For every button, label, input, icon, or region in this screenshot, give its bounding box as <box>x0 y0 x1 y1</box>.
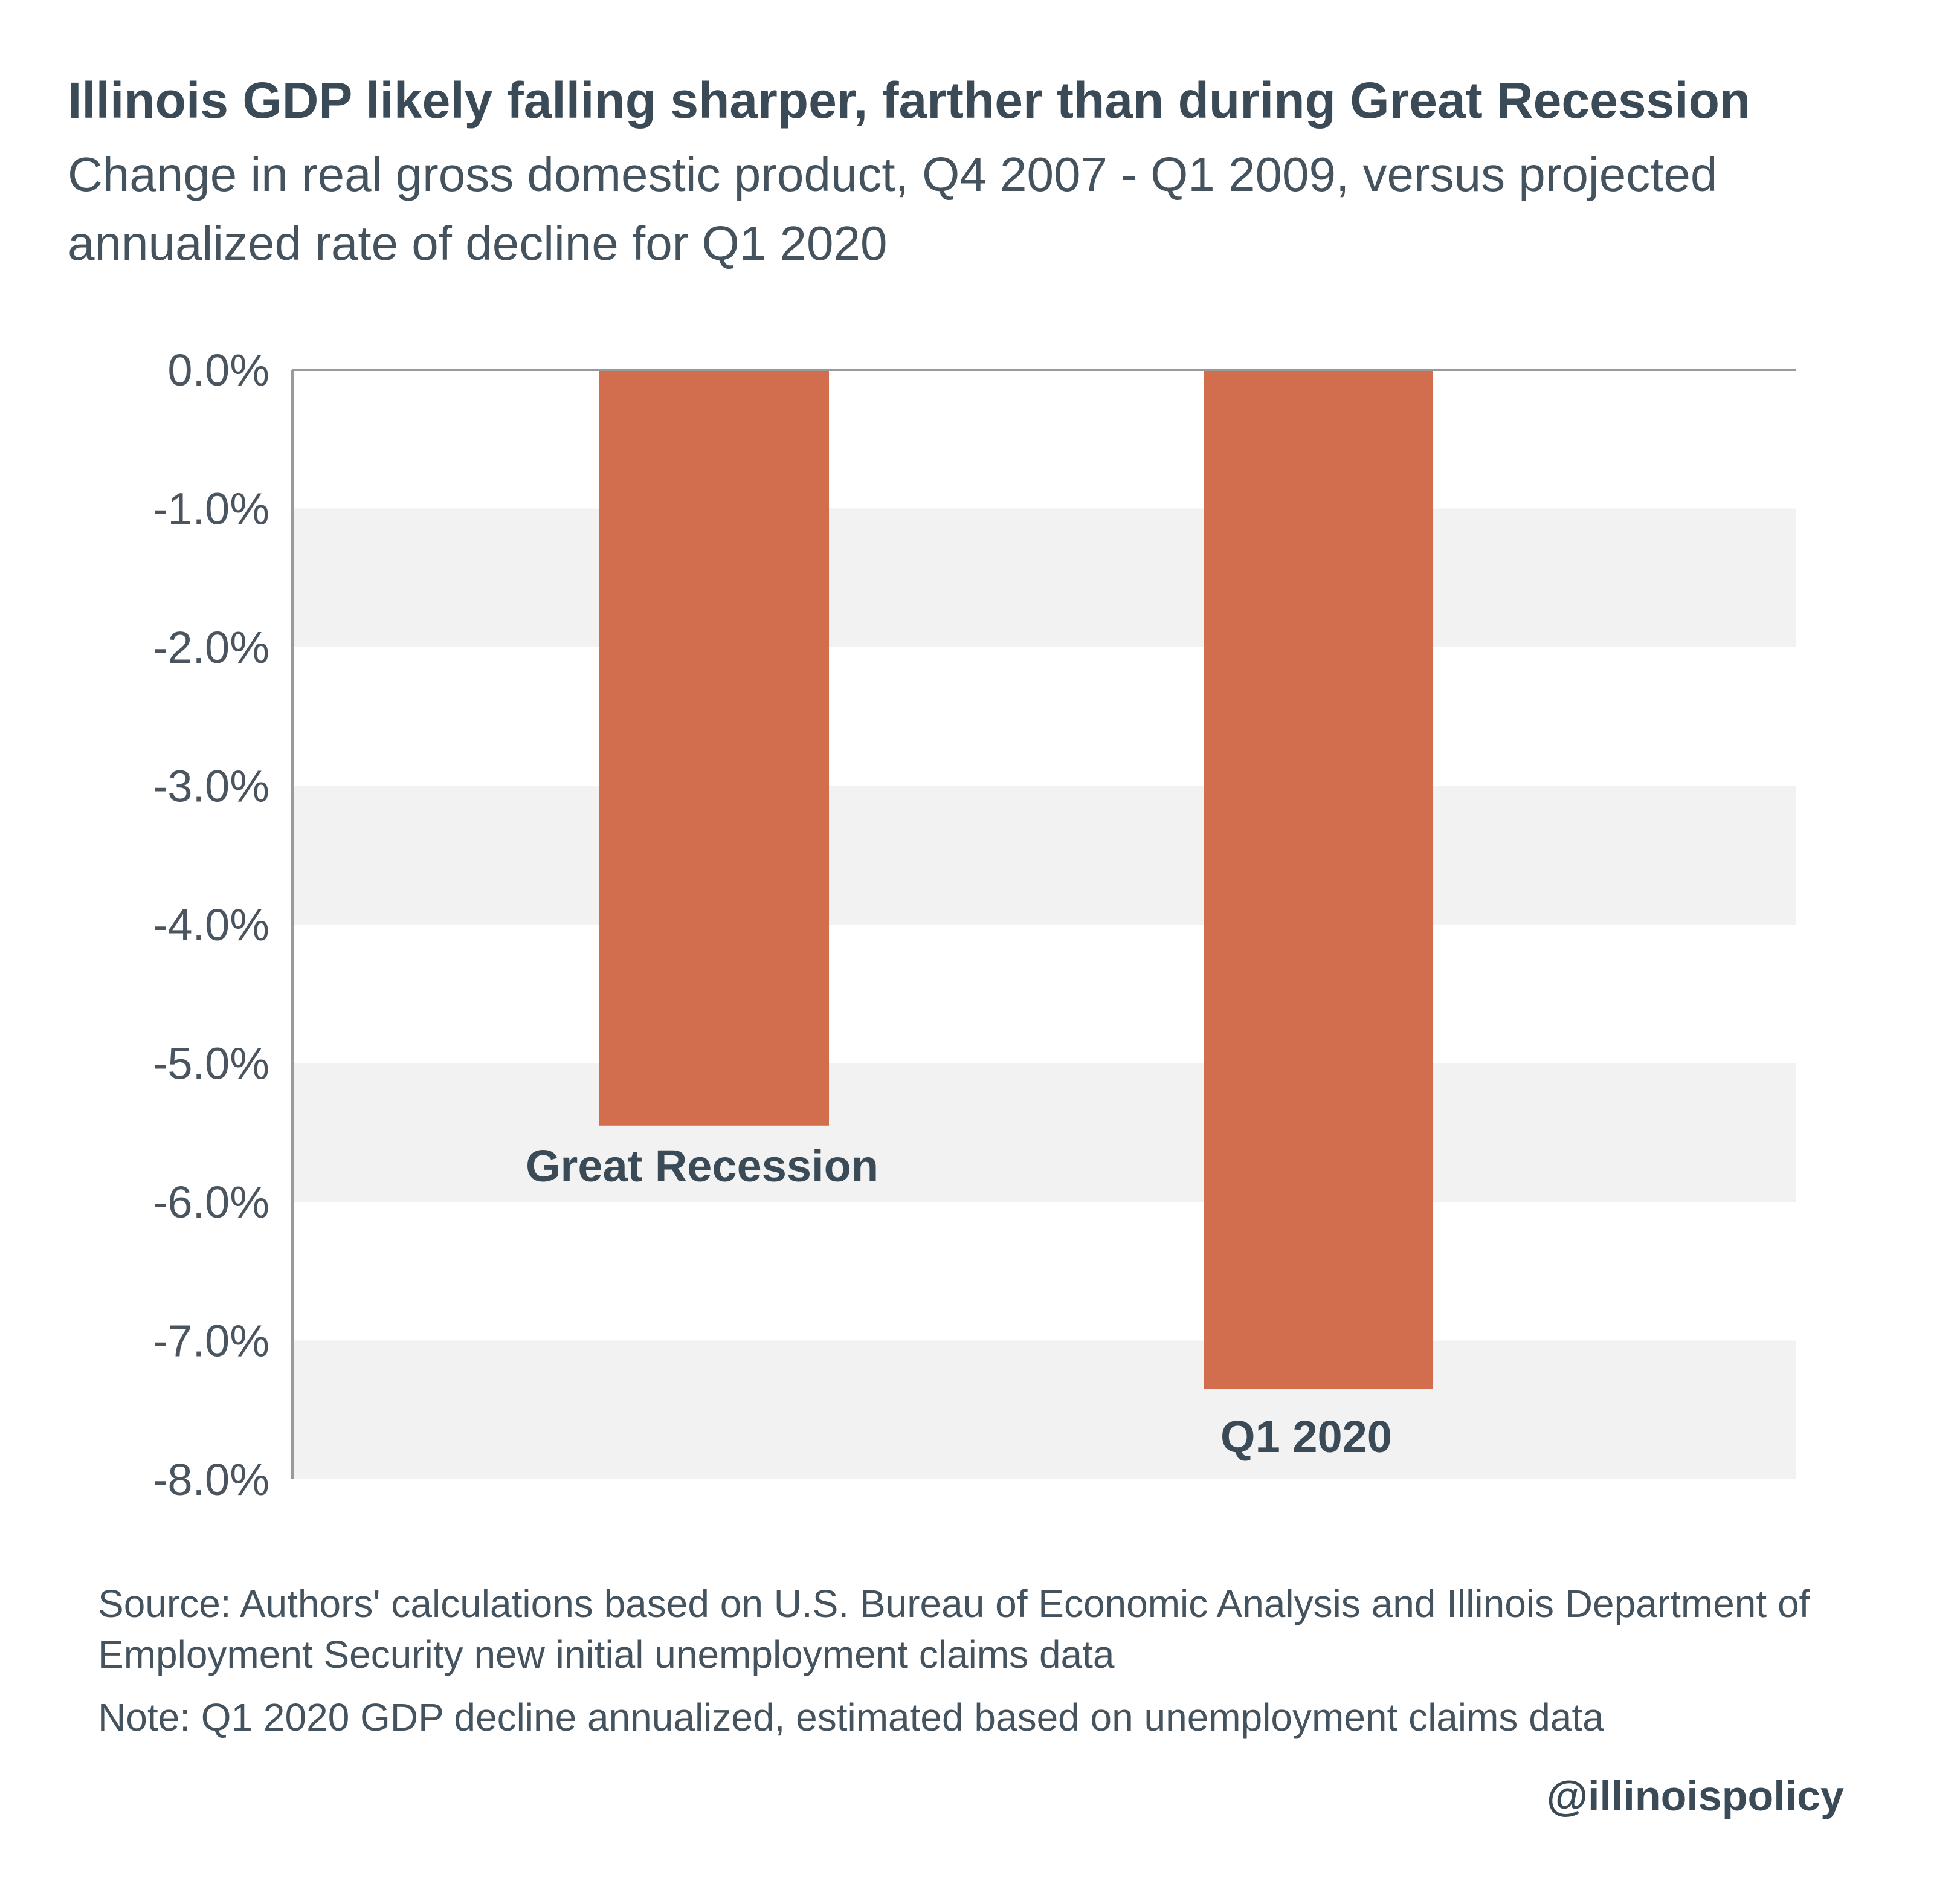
y-tick-label: -6.0% <box>153 1177 269 1227</box>
bar-q1-2020 <box>1204 371 1433 1389</box>
y-tick-label: 0.0% <box>167 345 269 395</box>
bar-chart: 0.0% -1.0% -2.0% -3.0% -4.0% -5.0% -6.0% -7.0% -… <box>153 345 1796 1505</box>
grid-band <box>292 786 1796 925</box>
source-note: Source: Authors' calculations based on U… <box>98 1582 1810 1676</box>
y-tick-label: -2.0% <box>153 622 269 673</box>
y-tick-label: -8.0% <box>153 1454 269 1505</box>
chart-title: Illinois GDP likely falling sharper, far… <box>68 72 1751 129</box>
brand-handle: @illinoispolicy <box>1546 1772 1844 1819</box>
y-tick-label: -3.0% <box>153 761 269 812</box>
grid-band <box>292 508 1796 647</box>
y-axis-ticks: 0.0% -1.0% -2.0% -3.0% -4.0% -5.0% -6.0% -7.0% -… <box>153 345 269 1505</box>
grid-bands <box>292 508 1796 1479</box>
chart-subtitle: Change in real gross domestic product, Q… <box>68 147 1718 270</box>
bars <box>599 371 1433 1389</box>
category-label: Great Recession <box>526 1141 878 1191</box>
category-label: Q1 2020 <box>1220 1412 1392 1462</box>
y-tick-label: -7.0% <box>153 1316 269 1366</box>
y-tick-label: -4.0% <box>153 900 269 950</box>
footnote: Note: Q1 2020 GDP decline annualized, es… <box>98 1696 1604 1739</box>
y-tick-label: -5.0% <box>153 1039 269 1089</box>
bar-great-recession <box>599 371 829 1126</box>
grid-band <box>292 1340 1796 1479</box>
grid-band <box>292 1063 1796 1202</box>
y-tick-label: -1.0% <box>153 484 269 534</box>
category-labels: Great Recession Q1 2020 <box>526 1141 1392 1462</box>
